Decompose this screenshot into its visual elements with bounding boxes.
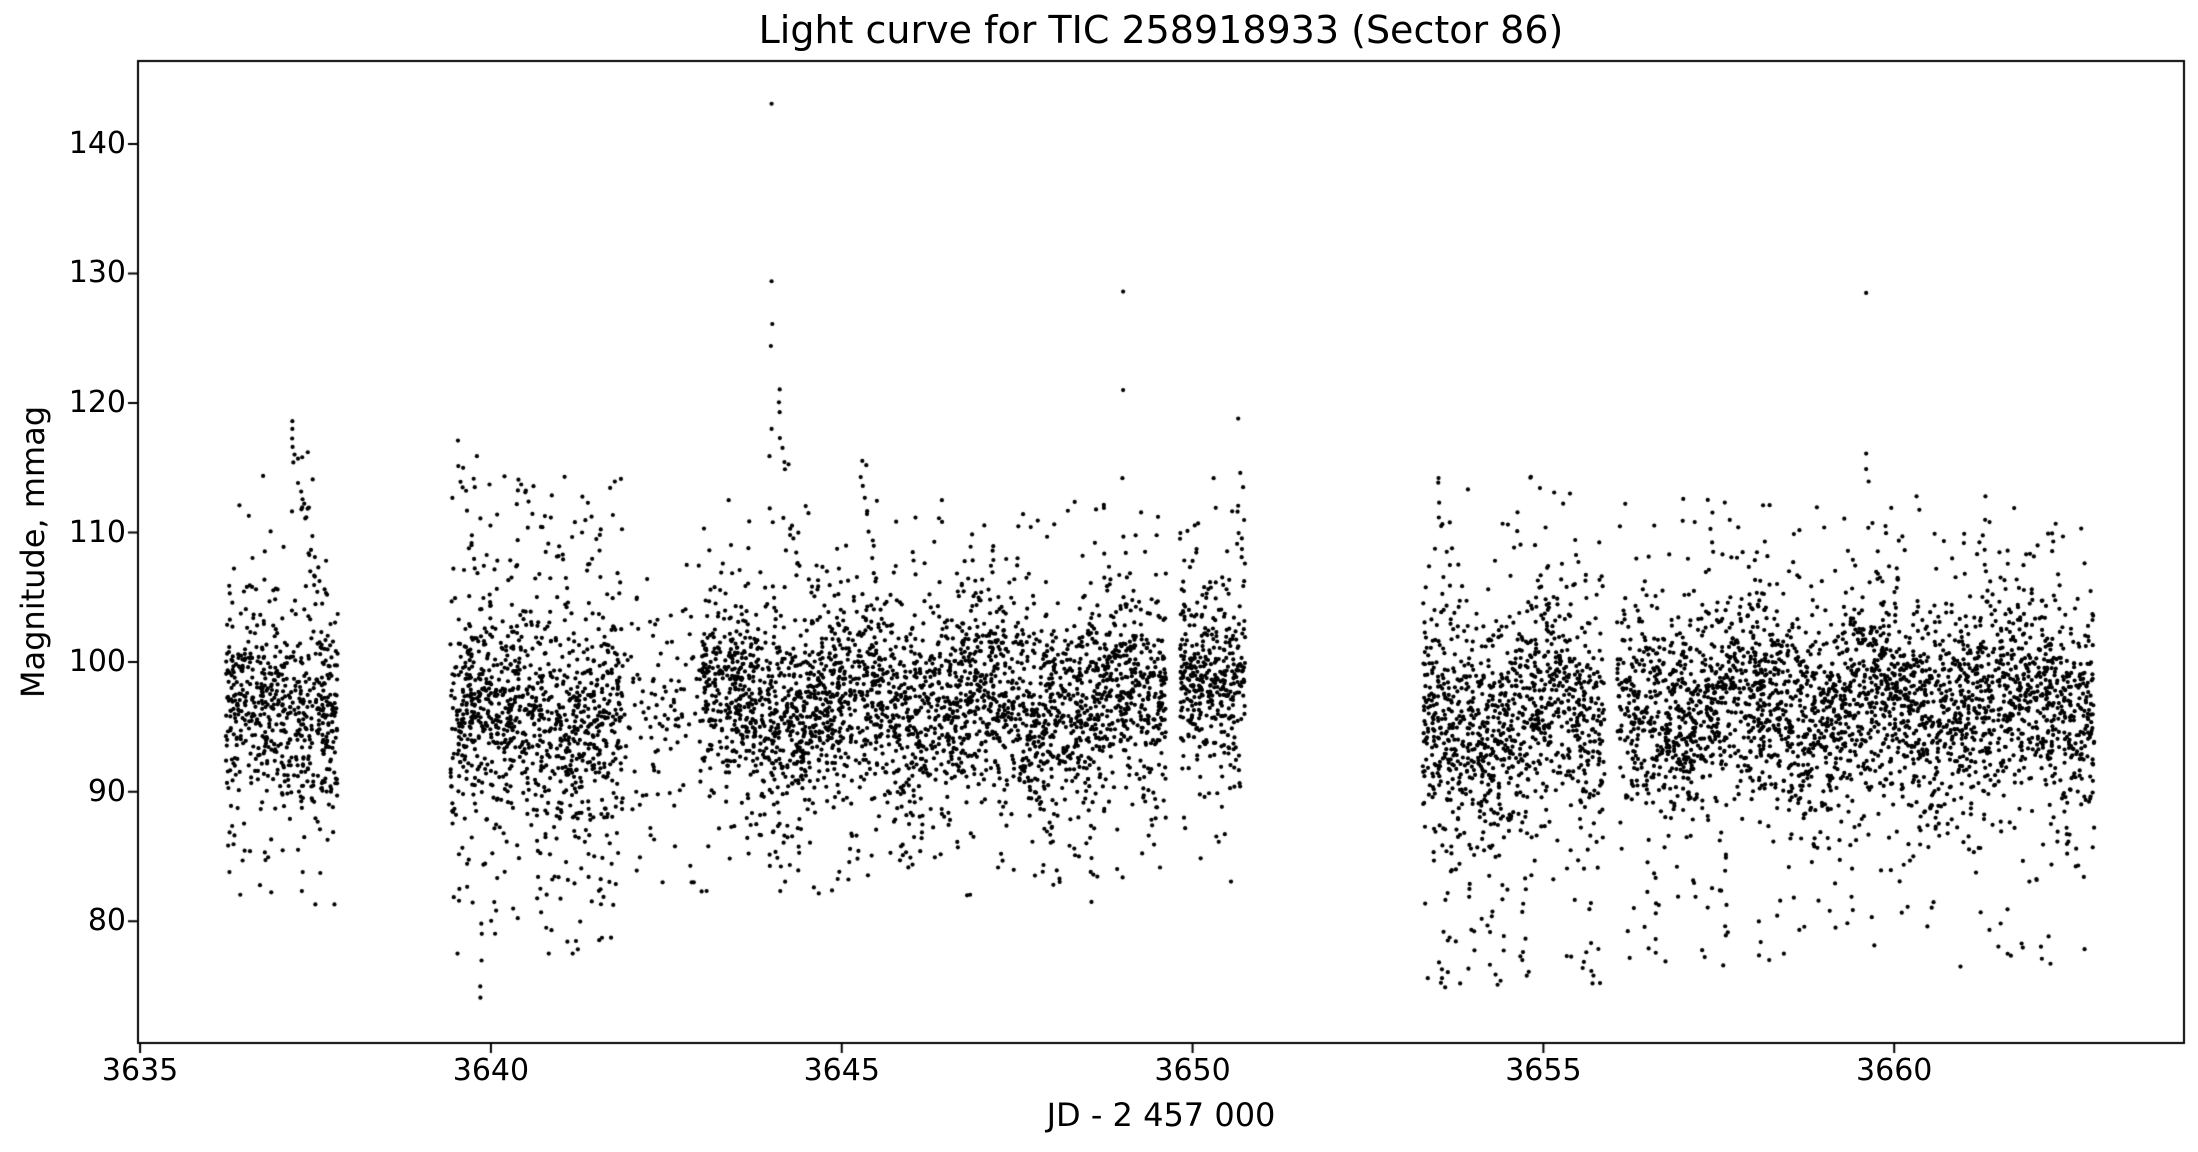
- y-tick-label: 90: [87, 773, 126, 809]
- chart-title: Light curve for TIC 258918933 (Sector 86…: [758, 8, 1564, 52]
- x-tick-label: 3640: [452, 1053, 530, 1088]
- x-tick-label: 3660: [1856, 1053, 1933, 1088]
- y-tick-label: 140: [68, 125, 126, 161]
- y-tick-label: 110: [68, 514, 126, 550]
- y-tick-label: 80: [87, 903, 126, 939]
- y-tick-label: 100: [68, 644, 126, 680]
- x-tick-label: 3655: [1505, 1053, 1582, 1088]
- x-tick-label: 3635: [101, 1053, 179, 1088]
- y-tick-label: 120: [68, 385, 126, 421]
- y-tick-label: 130: [68, 255, 126, 291]
- x-axis-label: JD - 2 457 000: [1046, 1096, 1276, 1134]
- x-tick-label: 3645: [803, 1053, 880, 1088]
- x-tick-label: 3650: [1154, 1053, 1231, 1088]
